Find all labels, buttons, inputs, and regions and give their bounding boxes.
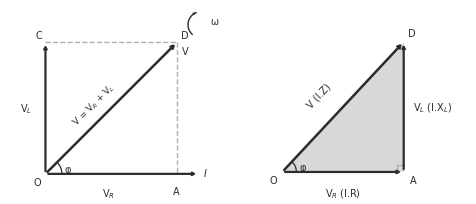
Text: D: D [407, 29, 415, 39]
Text: O: O [34, 177, 41, 187]
Text: I: I [203, 168, 206, 178]
Text: V$_R$: V$_R$ [102, 186, 115, 200]
Polygon shape [282, 43, 403, 172]
Text: V (I.Z): V (I.Z) [304, 81, 332, 110]
Text: V = V$_R$ + V$_L$: V = V$_R$ + V$_L$ [69, 80, 117, 128]
Text: V: V [181, 47, 188, 57]
Text: V$_R$ (I.R): V$_R$ (I.R) [324, 186, 360, 200]
Text: φ: φ [299, 162, 306, 172]
Text: φ: φ [64, 164, 70, 174]
Text: ω: ω [210, 17, 218, 27]
Text: D: D [180, 31, 188, 40]
Text: A: A [172, 186, 179, 196]
Text: O: O [269, 175, 277, 185]
Text: V$_L$: V$_L$ [20, 102, 32, 115]
Text: C: C [35, 31, 42, 41]
Text: V$_L$ (I.X$_L$): V$_L$ (I.X$_L$) [412, 101, 451, 114]
Text: A: A [409, 175, 416, 185]
